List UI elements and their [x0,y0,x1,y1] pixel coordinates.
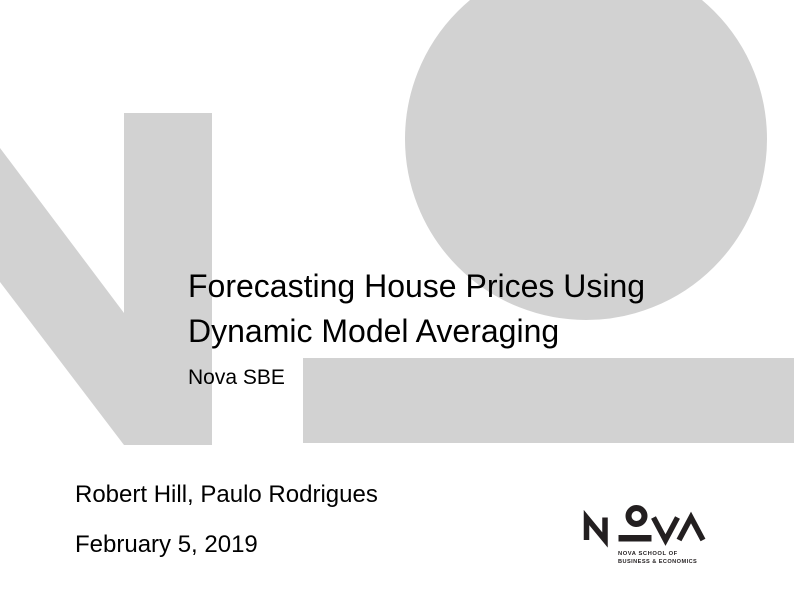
watermark-o-ring-icon [405,0,767,320]
nova-sbe-logo: NOVA SCHOOL OF BUSINESS & ECONOMICS [583,505,706,565]
title-line-2: Dynamic Model Averaging [188,313,560,349]
logo-letter-o-icon [625,505,648,527]
date-line: February 5, 2019 [75,531,258,558]
title-line-1: Forecasting House Prices Using [188,268,646,304]
watermark-n-diagonal-icon [0,148,124,445]
logo-underline-bar [618,535,652,542]
logo-letter-n-icon [583,509,608,548]
logo-letter-v-icon [651,516,680,546]
slide-subtitle: Nova SBE [188,366,285,389]
authors-line: Robert Hill, Paulo Rodrigues [75,481,378,508]
logo-school-line-2: BUSINESS & ECONOMICS [618,559,697,565]
logo-school-line-1: NOVA SCHOOL OF [618,551,678,557]
watermark-band [303,358,794,443]
watermark-n-stem-icon [124,113,212,445]
slide-title: Forecasting House Prices Using Dynamic M… [188,264,645,354]
logo-letter-a-icon [676,511,706,542]
